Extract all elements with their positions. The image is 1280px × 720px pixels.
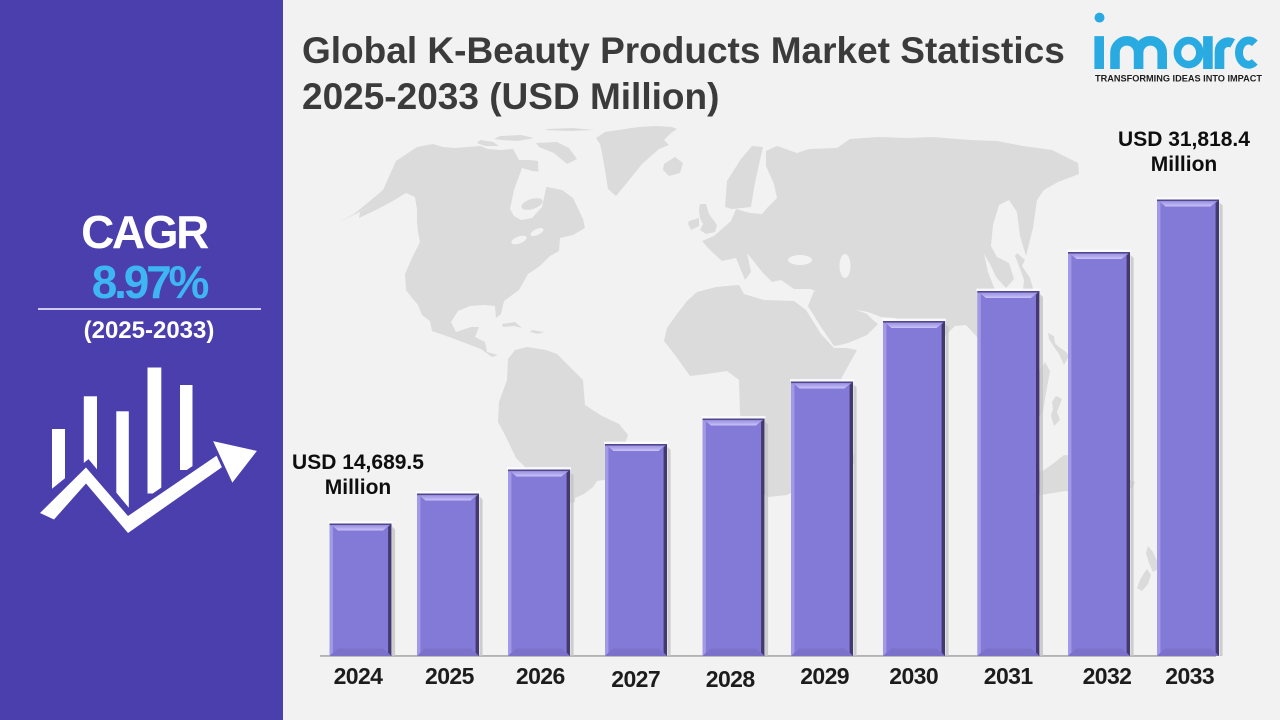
- svg-text:TRANSFORMING IDEAS INTO IMPACT: TRANSFORMING IDEAS INTO IMPACT: [1095, 74, 1262, 84]
